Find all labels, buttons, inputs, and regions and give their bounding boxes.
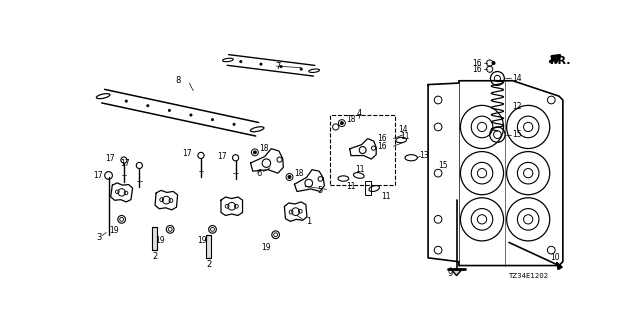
- Text: 17: 17: [105, 154, 115, 163]
- Text: 17: 17: [182, 149, 192, 158]
- Text: 19: 19: [198, 236, 207, 244]
- Circle shape: [340, 122, 344, 124]
- Text: 19: 19: [156, 236, 165, 244]
- Text: 19: 19: [262, 243, 271, 252]
- Text: 18: 18: [259, 144, 269, 153]
- Text: 6: 6: [256, 169, 261, 178]
- Text: 18: 18: [294, 169, 303, 178]
- Circle shape: [168, 109, 170, 112]
- Bar: [206, 235, 211, 258]
- Text: 4: 4: [356, 108, 362, 117]
- Text: 16: 16: [472, 59, 482, 68]
- Bar: [330, 116, 395, 185]
- Text: 18: 18: [346, 115, 356, 124]
- Text: FR.: FR.: [550, 57, 570, 67]
- Polygon shape: [557, 262, 562, 269]
- Text: 16: 16: [377, 142, 387, 151]
- Text: 16: 16: [472, 65, 482, 74]
- Text: 11: 11: [356, 165, 365, 174]
- Text: 2: 2: [152, 252, 157, 261]
- Polygon shape: [451, 269, 462, 276]
- Text: 11: 11: [400, 132, 410, 141]
- Text: 14: 14: [399, 125, 408, 134]
- Circle shape: [300, 68, 302, 70]
- Text: 12: 12: [512, 102, 522, 111]
- Text: 19: 19: [109, 226, 119, 235]
- Circle shape: [492, 61, 495, 65]
- Text: 13: 13: [419, 151, 429, 160]
- Bar: [365, 181, 371, 195]
- Circle shape: [233, 123, 236, 125]
- Circle shape: [147, 105, 149, 107]
- Text: 10: 10: [550, 253, 560, 262]
- Text: 8: 8: [175, 76, 180, 85]
- Text: 14: 14: [512, 74, 522, 83]
- Text: 17: 17: [93, 171, 103, 180]
- Text: 17: 17: [120, 159, 130, 168]
- Circle shape: [240, 60, 242, 63]
- Text: 15: 15: [438, 161, 448, 170]
- Text: 11: 11: [346, 182, 356, 191]
- Circle shape: [288, 175, 291, 179]
- Text: 15: 15: [512, 130, 522, 139]
- Circle shape: [253, 151, 257, 154]
- Text: 1: 1: [306, 217, 312, 226]
- Text: 9: 9: [447, 269, 452, 278]
- Circle shape: [280, 66, 282, 68]
- Circle shape: [211, 118, 214, 121]
- Text: 5: 5: [317, 186, 323, 195]
- Text: 11: 11: [381, 192, 390, 201]
- Text: 2: 2: [206, 260, 211, 268]
- Circle shape: [190, 114, 192, 116]
- Bar: [152, 227, 157, 250]
- Circle shape: [260, 63, 262, 65]
- Text: 3: 3: [96, 233, 101, 242]
- Text: 7: 7: [275, 62, 280, 71]
- Text: 16: 16: [377, 134, 387, 143]
- Circle shape: [125, 100, 127, 102]
- Text: TZ34E1202: TZ34E1202: [508, 273, 548, 278]
- Text: 17: 17: [217, 152, 227, 161]
